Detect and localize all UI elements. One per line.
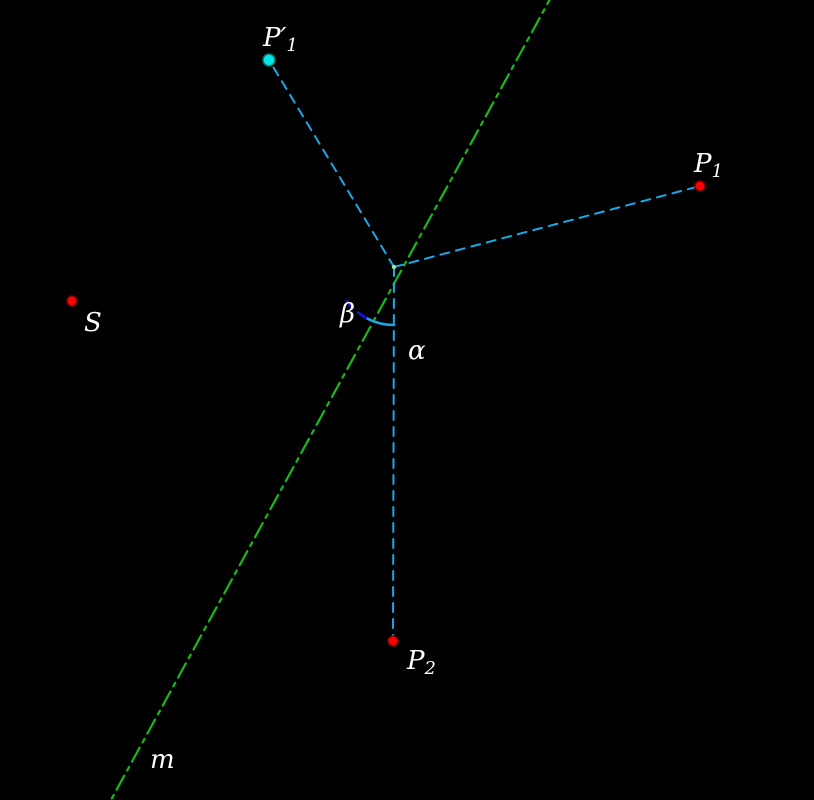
point-P2-label: P2 [406, 646, 436, 679]
angle-beta-label: β [339, 299, 355, 329]
point-P2 [388, 636, 398, 646]
angle-alpha-label: α [408, 336, 426, 366]
ray-hub-p2 [393, 267, 394, 641]
point-S-label: S [84, 308, 102, 338]
point-P1p [263, 54, 275, 66]
point-P1p-label: P′1 [262, 23, 298, 56]
mirror-axis [100, 0, 555, 800]
angle-alpha-arc [366, 318, 394, 325]
mirror-axis-label: m [150, 745, 175, 775]
point-S [67, 296, 77, 306]
hub-dot [392, 265, 396, 269]
ray-hub-p1prime [269, 60, 394, 267]
point-P1 [695, 181, 705, 191]
point-P1-label: P1 [693, 149, 723, 182]
diagram-canvas: m α β S P1 P2 P′1 [0, 0, 814, 800]
